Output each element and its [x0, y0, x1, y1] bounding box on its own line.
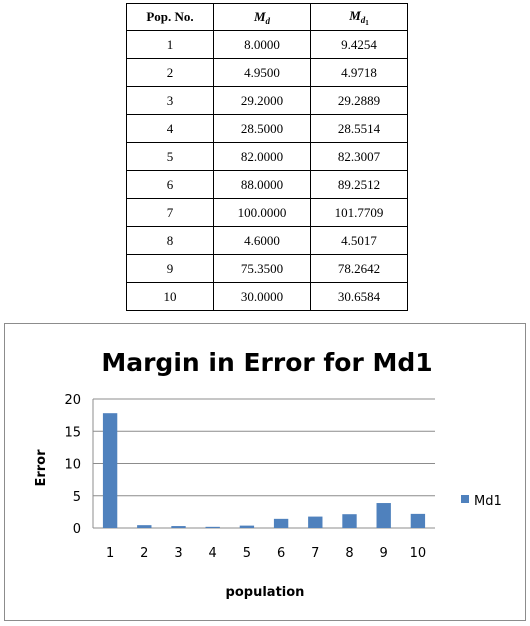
table-row: 6 88.0000 89.2512	[126, 170, 408, 199]
cell-pop-no: 3	[126, 86, 214, 115]
cell-pop-no: 7	[126, 198, 214, 227]
bar-md1-pop-2	[137, 525, 152, 528]
header-md-symbol: M	[253, 8, 266, 24]
table-row: 1 8.0000 9.4254	[126, 30, 408, 59]
x-tick-label: 2	[140, 546, 148, 561]
chart-title: Margin in Error for Md1	[101, 348, 432, 377]
bar-md1-pop-4	[205, 526, 220, 528]
cell-pop-no: 6	[126, 170, 214, 199]
cell-md: 8.0000	[213, 30, 311, 59]
bar-md1-pop-5	[239, 525, 255, 528]
table-body: 1 8.0000 9.4254 2 4.9500 4.9718 3 29.2000 29.288…	[126, 30, 408, 311]
cell-pop-no: 2	[126, 58, 214, 87]
legend-swatch-md1	[461, 495, 469, 503]
chart-bars	[102, 413, 426, 528]
x-axis-ticks: 1 2 3 4 5 6 7 8 9 10	[106, 546, 426, 561]
cell-md: 30.0000	[213, 282, 311, 311]
cell-md: 4.6000	[213, 226, 311, 255]
table-row: 9 75.3500 78.2642	[126, 254, 408, 283]
cell-pop-no: 1	[126, 30, 214, 59]
header-md1-subscript-d: d	[360, 14, 366, 25]
cell-pop-no: 8	[126, 226, 214, 255]
chart-legend: Md1	[461, 494, 502, 509]
table-row: 3 29.2000 29.2889	[126, 86, 408, 115]
bar-md1-pop-1	[102, 413, 118, 528]
header-md: Md	[213, 3, 311, 31]
cell-md: 75.3500	[213, 254, 311, 283]
table-row: 2 4.9500 4.9718	[126, 58, 408, 87]
y-tick-label: 0	[73, 522, 81, 537]
cell-md: 29.2000	[213, 86, 311, 115]
results-table: Pop. No. Md Md1 1 8.0000 9.4254 2 4.9500 4.97…	[126, 3, 408, 311]
y-tick-label: 15	[64, 425, 81, 440]
x-axis-label: population	[226, 585, 305, 600]
cell-md1: 28.5514	[310, 114, 408, 143]
bar-md1-pop-10	[410, 513, 426, 528]
cell-md: 100.0000	[213, 198, 311, 227]
cell-md1: 89.2512	[310, 170, 408, 199]
header-md1: Md1	[310, 3, 408, 31]
chart-area: Margin in Error for Md1 0 5 10 15 20 1 2 3 4 5 6 7…	[4, 323, 526, 621]
cell-md1: 30.6584	[310, 282, 408, 311]
y-tick-label: 5	[73, 490, 81, 505]
x-tick-label: 10	[410, 546, 427, 561]
bar-md1-pop-7	[308, 516, 323, 528]
cell-md1: 9.4254	[310, 30, 408, 59]
x-tick-label: 8	[345, 546, 353, 561]
cell-pop-no: 5	[126, 142, 214, 171]
bar-md1-pop-3	[171, 526, 186, 528]
cell-pop-no: 10	[126, 282, 214, 311]
x-tick-label: 3	[174, 546, 182, 561]
header-pop-no: Pop. No.	[126, 3, 214, 31]
header-md1-symbol: M	[349, 7, 361, 23]
table-row: 4 28.5000 28.5514	[126, 114, 408, 143]
x-tick-label: 4	[209, 546, 217, 561]
cell-md: 82.0000	[213, 142, 311, 171]
cell-md1: 82.3007	[310, 142, 408, 171]
x-tick-label: 6	[277, 546, 285, 561]
header-md1-subscript: d1	[360, 14, 369, 27]
y-tick-label: 20	[64, 393, 81, 408]
cell-md: 4.9500	[213, 58, 311, 87]
cell-md: 28.5000	[213, 114, 311, 143]
bar-chart: Margin in Error for Md1 0 5 10 15 20 1 2 3 4 5 6 7…	[34, 348, 502, 600]
x-tick-label: 5	[243, 546, 251, 561]
x-tick-label: 1	[106, 546, 114, 561]
cell-md1: 29.2889	[310, 86, 408, 115]
y-axis-label: Error	[34, 449, 49, 487]
y-tick-label: 10	[64, 458, 81, 473]
table-header-row: Pop. No. Md Md1	[126, 3, 408, 31]
y-axis-ticks: 0 5 10 15 20	[64, 393, 81, 537]
cell-pop-no: 4	[126, 114, 214, 143]
bar-md1-pop-9	[376, 503, 391, 528]
table-row: 10 30.0000 30.6584	[126, 282, 408, 311]
header-md-subscript: d	[265, 15, 271, 26]
bar-md1-pop-8	[342, 514, 357, 528]
x-tick-label: 9	[380, 546, 388, 561]
bar-md1-pop-6	[273, 518, 289, 528]
cell-md1: 4.9718	[310, 58, 408, 87]
header-md1-subscript-1: 1	[365, 18, 369, 27]
table-row: 8 4.6000 4.5017	[126, 226, 408, 255]
cell-pop-no: 9	[126, 254, 214, 283]
table-row: 7 100.0000 101.7709	[126, 198, 408, 227]
cell-md1: 78.2642	[310, 254, 408, 283]
legend-label-md1: Md1	[474, 494, 502, 509]
cell-md: 88.0000	[213, 170, 311, 199]
cell-md1: 4.5017	[310, 226, 408, 255]
x-tick-label: 7	[311, 546, 319, 561]
table-row: 5 82.0000 82.3007	[126, 142, 408, 171]
cell-md1: 101.7709	[310, 198, 408, 227]
